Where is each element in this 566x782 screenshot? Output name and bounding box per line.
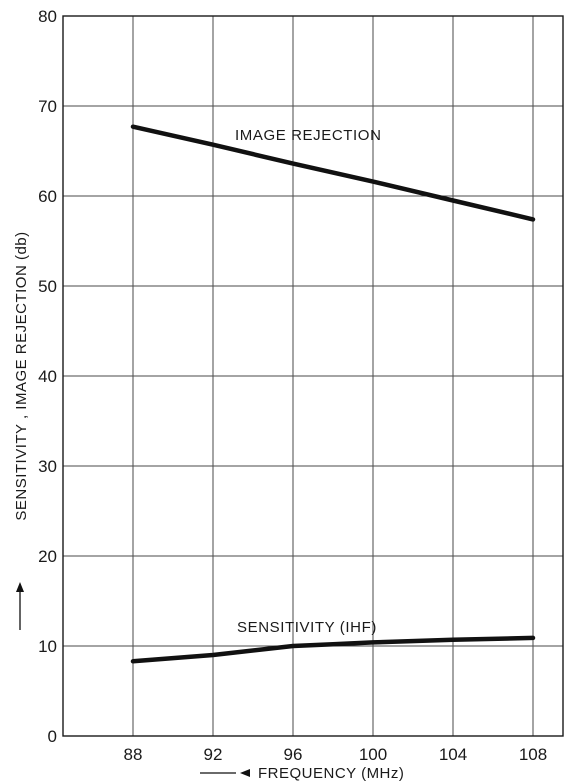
series-line-sensitivity (130, 635, 536, 664)
x-axis-title: FREQUENCY (MHz) (258, 765, 404, 782)
y-tick-label: 50 (38, 277, 57, 296)
x-tick-label: 92 (204, 745, 223, 764)
y-tick-label: 60 (38, 187, 57, 206)
y-axis-title: SENSITIVITY , IMAGE REJECTION (db) (13, 231, 30, 520)
y-tick-label: 0 (48, 727, 57, 746)
y-tick-label: 30 (38, 457, 57, 476)
y-tick-label: 70 (38, 97, 57, 116)
x-axis-arrowhead (240, 769, 250, 777)
y-axis-arrowhead (16, 582, 24, 592)
series-label-sensitivity: SENSITIVITY (IHF) (237, 619, 377, 636)
y-axis-title-group: SENSITIVITY , IMAGE REJECTION (db) (13, 231, 30, 520)
y-tick-label: 10 (38, 637, 57, 656)
curve-layer (130, 124, 536, 664)
series-label-image-rejection: IMAGE REJECTION (235, 127, 382, 144)
y-tick-label: 40 (38, 367, 57, 386)
plot-frame (62, 15, 564, 737)
y-tick-label: 80 (38, 7, 57, 26)
tick-layer: 88 92 96 100 104 108 0 10 20 30 40 50 60 70 80 (38, 7, 547, 764)
x-tick-label: 96 (284, 745, 303, 764)
x-tick-label: 88 (124, 745, 143, 764)
y-tick-label: 20 (38, 547, 57, 566)
grid-layer (63, 16, 563, 736)
x-tick-label: 100 (359, 745, 387, 764)
x-tick-label: 108 (519, 745, 547, 764)
label-layer: IMAGE REJECTION SENSITIVITY (IHF) SENSIT… (13, 127, 404, 782)
x-tick-label: 104 (439, 745, 467, 764)
series-line-image-rejection (130, 124, 536, 222)
